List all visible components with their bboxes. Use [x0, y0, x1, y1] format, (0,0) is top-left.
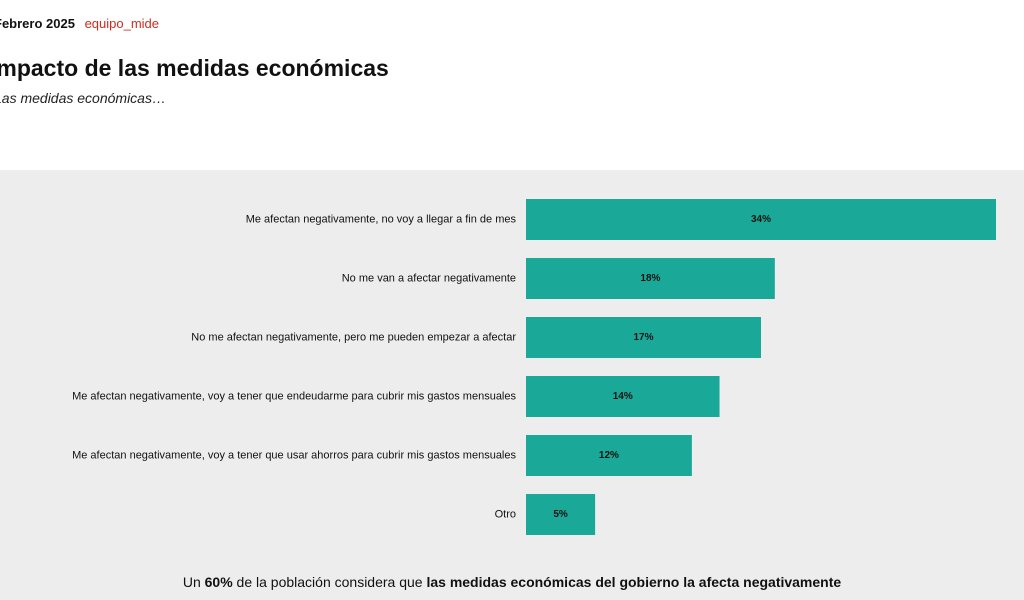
value-label-2: 18%	[640, 273, 660, 284]
footnote-middle: de la población considera que	[232, 574, 427, 590]
bar-1	[526, 199, 996, 240]
footnote-prefix: Un	[182, 574, 205, 590]
footnote-percent: 60%	[204, 574, 233, 590]
footnote-bold-tail: las medidas económicas del gobierno la a…	[426, 574, 842, 590]
header: Febrero 2025 equipo_mide Impacto de las …	[0, 0, 1024, 170]
bar-4	[526, 376, 720, 417]
value-label-1: 34%	[751, 214, 771, 225]
bar-5	[526, 435, 692, 476]
meta-line: Febrero 2025 equipo_mide	[0, 16, 159, 31]
value-label-3: 17%	[633, 332, 653, 343]
brand-name: equipo_mide	[84, 16, 160, 31]
page-title: Impacto de las medidas económicas	[0, 55, 389, 81]
chart-panel: Me afectan negativamente, no voy a llega…	[0, 170, 1024, 600]
value-label-6: 5%	[553, 509, 568, 520]
category-label-3: No me afectan negativamente, pero me pue…	[191, 331, 516, 343]
category-label-4: Me afectan negativamente, voy a tener qu…	[72, 390, 516, 402]
bar-2	[526, 258, 775, 299]
bar-chart: Me afectan negativamente, no voy a llega…	[72, 199, 996, 535]
report-date: Febrero 2025	[0, 16, 75, 31]
category-label-6: Otro	[495, 508, 516, 520]
category-label-2: No me van a afectar negativamente	[342, 272, 516, 284]
category-label-5: Me afectan negativamente, voy a tener qu…	[72, 449, 516, 461]
value-label-4: 14%	[613, 391, 633, 402]
bar-3	[526, 317, 761, 358]
bar-6	[526, 494, 596, 535]
category-label-1: Me afectan negativamente, no voy a llega…	[246, 213, 517, 225]
footnote: Un 60% de la población considera que las…	[0, 574, 1024, 590]
value-label-5: 12%	[599, 450, 619, 461]
page-subtitle: Las medidas económicas…	[0, 90, 166, 106]
